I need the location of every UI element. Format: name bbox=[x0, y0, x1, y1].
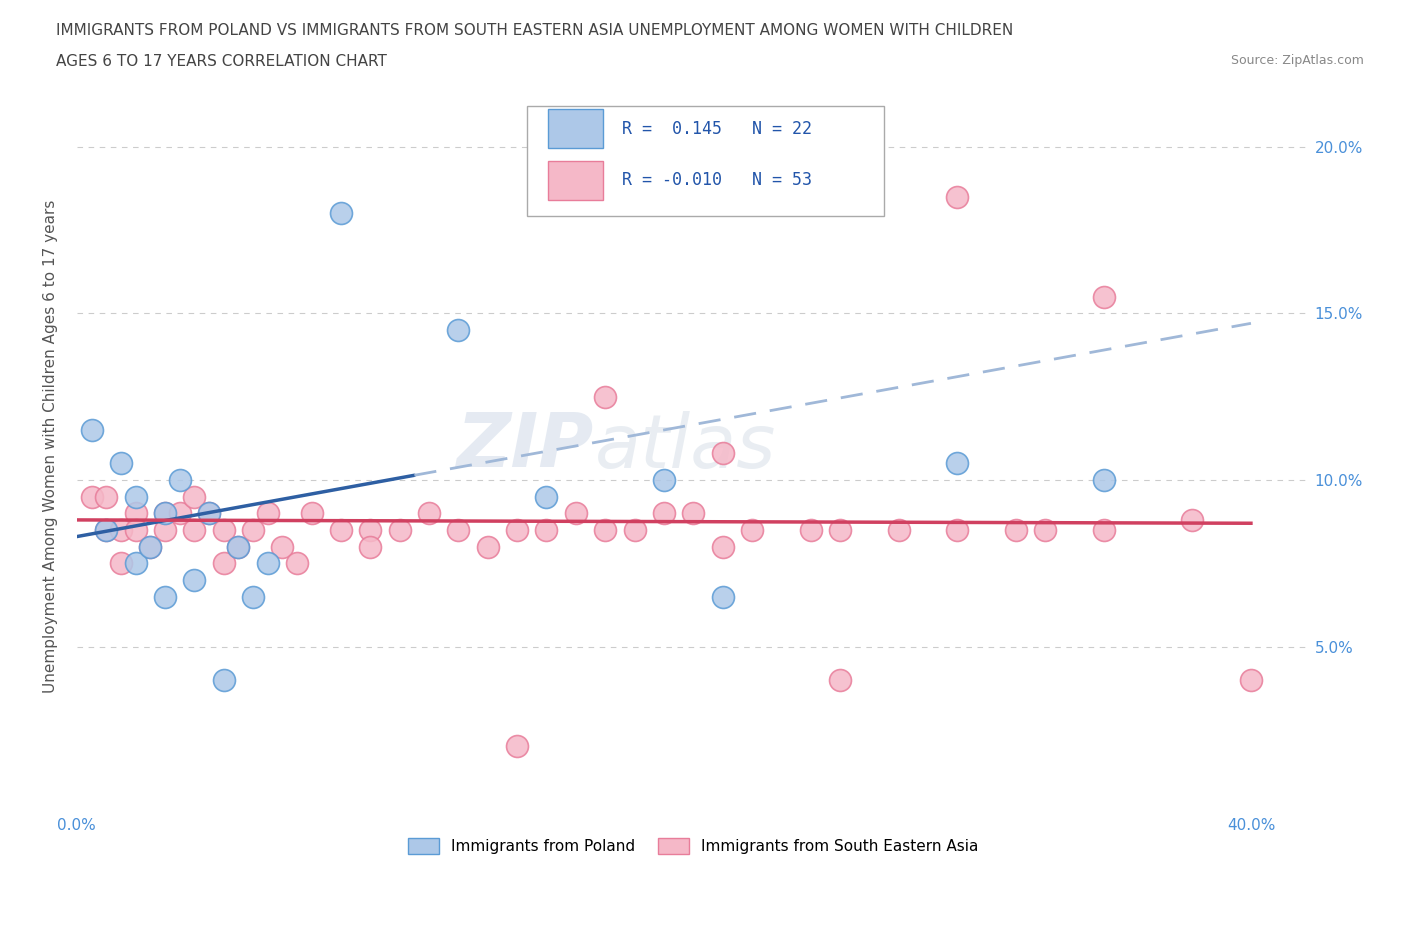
Point bbox=[946, 523, 969, 538]
Point bbox=[946, 190, 969, 205]
Point bbox=[593, 523, 616, 538]
Point bbox=[741, 523, 763, 538]
Point bbox=[153, 589, 176, 604]
Point bbox=[153, 506, 176, 521]
Point bbox=[153, 506, 176, 521]
Point bbox=[1092, 289, 1115, 304]
Point bbox=[124, 489, 146, 504]
Point bbox=[828, 523, 851, 538]
Point bbox=[1092, 472, 1115, 487]
Point bbox=[536, 523, 558, 538]
Point bbox=[887, 523, 910, 538]
Point bbox=[226, 539, 249, 554]
Point bbox=[96, 523, 118, 538]
Point bbox=[711, 445, 734, 460]
Point bbox=[652, 472, 675, 487]
Point bbox=[1005, 523, 1028, 538]
Text: AGES 6 TO 17 YEARS CORRELATION CHART: AGES 6 TO 17 YEARS CORRELATION CHART bbox=[56, 54, 387, 69]
Text: atlas: atlas bbox=[595, 411, 776, 483]
Point bbox=[330, 523, 353, 538]
Point bbox=[212, 672, 235, 687]
Point bbox=[183, 523, 205, 538]
Point bbox=[652, 506, 675, 521]
Point bbox=[418, 506, 440, 521]
Text: R = -0.010   N = 53: R = -0.010 N = 53 bbox=[621, 171, 811, 189]
Point bbox=[124, 506, 146, 521]
Point bbox=[1240, 672, 1263, 687]
Point bbox=[242, 523, 264, 538]
Point bbox=[153, 523, 176, 538]
Point bbox=[359, 523, 381, 538]
Point bbox=[359, 539, 381, 554]
Point bbox=[169, 472, 191, 487]
Point bbox=[198, 506, 221, 521]
Point bbox=[711, 589, 734, 604]
Point bbox=[477, 539, 499, 554]
Point bbox=[271, 539, 294, 554]
Point bbox=[110, 523, 132, 538]
Text: Source: ZipAtlas.com: Source: ZipAtlas.com bbox=[1230, 54, 1364, 67]
Text: IMMIGRANTS FROM POLAND VS IMMIGRANTS FROM SOUTH EASTERN ASIA UNEMPLOYMENT AMONG : IMMIGRANTS FROM POLAND VS IMMIGRANTS FRO… bbox=[56, 23, 1014, 38]
Point bbox=[711, 539, 734, 554]
Point bbox=[447, 323, 470, 338]
Point bbox=[682, 506, 704, 521]
Point bbox=[212, 523, 235, 538]
Point bbox=[593, 389, 616, 404]
Point bbox=[536, 489, 558, 504]
Bar bbox=[548, 161, 603, 200]
Point bbox=[800, 523, 823, 538]
Point bbox=[301, 506, 323, 521]
Point bbox=[169, 506, 191, 521]
Point bbox=[139, 539, 162, 554]
Point bbox=[124, 523, 146, 538]
Text: R =  0.145   N = 22: R = 0.145 N = 22 bbox=[621, 120, 811, 138]
Point bbox=[183, 489, 205, 504]
Point bbox=[285, 556, 308, 571]
Point bbox=[623, 523, 645, 538]
Point bbox=[1092, 523, 1115, 538]
Point bbox=[139, 539, 162, 554]
Point bbox=[256, 506, 278, 521]
Point bbox=[110, 556, 132, 571]
Point bbox=[506, 523, 529, 538]
Point bbox=[946, 456, 969, 471]
Point bbox=[330, 206, 353, 220]
Point bbox=[828, 672, 851, 687]
Point bbox=[226, 539, 249, 554]
Point bbox=[124, 556, 146, 571]
FancyBboxPatch shape bbox=[527, 106, 884, 216]
Point bbox=[80, 489, 103, 504]
Bar bbox=[548, 110, 603, 149]
Point bbox=[256, 556, 278, 571]
Point bbox=[110, 456, 132, 471]
Text: ZIP: ZIP bbox=[457, 410, 595, 483]
Point bbox=[447, 523, 470, 538]
Point bbox=[198, 506, 221, 521]
Point bbox=[565, 506, 588, 521]
Point bbox=[1181, 512, 1204, 527]
Y-axis label: Unemployment Among Women with Children Ages 6 to 17 years: Unemployment Among Women with Children A… bbox=[44, 200, 58, 693]
Point bbox=[96, 523, 118, 538]
Point bbox=[96, 489, 118, 504]
Point bbox=[212, 556, 235, 571]
Point bbox=[506, 739, 529, 754]
Point bbox=[183, 573, 205, 588]
Point bbox=[1035, 523, 1057, 538]
Legend: Immigrants from Poland, Immigrants from South Eastern Asia: Immigrants from Poland, Immigrants from … bbox=[402, 831, 984, 860]
Point bbox=[388, 523, 411, 538]
Point bbox=[242, 589, 264, 604]
Point bbox=[80, 422, 103, 437]
